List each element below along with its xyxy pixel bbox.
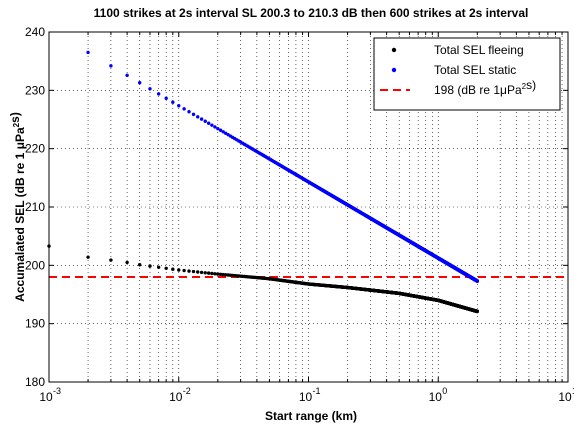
data-point — [86, 50, 90, 55]
data-point — [199, 270, 204, 275]
y-tick-label: 230 — [25, 83, 45, 97]
data-point — [199, 117, 204, 121]
data-point — [218, 272, 223, 277]
y-tick-label: 240 — [25, 25, 45, 39]
legend-entry: 198 (dB re 1μPa2s) — [380, 78, 536, 97]
data-point — [191, 269, 196, 274]
series-fleeing — [47, 244, 480, 314]
data-point — [187, 110, 191, 114]
legend-label: Total SEL static — [434, 63, 516, 77]
x-tick-label-exponent: -3 — [53, 386, 61, 396]
legend-box — [373, 37, 561, 111]
y-tick-labels: 180 190 200 210 220 230 240 — [25, 25, 45, 389]
y-tick-label: 220 — [25, 142, 45, 156]
y-tick-label: 180 — [25, 375, 45, 389]
x-tick-label-base: 10 — [39, 390, 53, 404]
legend-label: 198 (dB re 1μPa2s) — [434, 78, 536, 97]
data-point — [177, 268, 181, 272]
data-point — [475, 279, 480, 283]
data-point — [86, 255, 90, 259]
data-point — [213, 125, 217, 129]
data-point — [221, 130, 225, 134]
data-point — [221, 272, 225, 277]
data-point — [182, 107, 186, 111]
data-point — [125, 73, 129, 78]
y-tick-label: 210 — [25, 200, 45, 214]
ticks — [48, 31, 569, 383]
data-point — [475, 309, 480, 314]
series-layer — [47, 50, 480, 314]
y-tick-label: 190 — [25, 317, 45, 331]
x-tick-label: 10 -2 — [169, 386, 191, 404]
data-point — [148, 264, 152, 268]
data-point — [187, 269, 191, 273]
data-point — [171, 100, 175, 104]
x-axis-label: Start range (km) — [265, 409, 357, 423]
data-point — [196, 115, 200, 119]
legend-label: Total SEL fleeing — [434, 43, 524, 57]
legend-entry: Total SEL fleeing — [391, 43, 524, 57]
x-tick-label: 101 — [558, 386, 574, 404]
data-point — [109, 64, 113, 68]
data-point — [210, 123, 214, 127]
data-point — [218, 128, 223, 132]
data-point — [137, 81, 142, 85]
x-tick-label: 10 -3 — [39, 386, 61, 404]
data-point — [206, 121, 211, 125]
x-tick-label: 10 -1 — [299, 386, 321, 404]
data-point — [148, 87, 152, 91]
legend-marker — [391, 67, 397, 73]
data-point — [203, 271, 207, 275]
x-tick-label-base: 10 — [558, 390, 572, 404]
y-axis-label: Accumalated SEL (dB re 1 μPa2s) — [8, 112, 27, 302]
legend-marker — [391, 47, 397, 53]
x-tick-label-base: 10 — [299, 390, 313, 404]
x-tick-label-base: 10 — [429, 390, 443, 404]
data-point — [156, 92, 161, 96]
data-point — [125, 260, 129, 265]
data-point — [210, 271, 214, 276]
data-point — [109, 258, 113, 262]
data-point — [203, 119, 207, 123]
chart-title: 1100 strikes at 2s interval SL 200.3 to … — [94, 6, 529, 20]
series-static — [86, 50, 480, 283]
data-point — [206, 271, 211, 275]
data-point — [137, 263, 142, 267]
data-point — [171, 267, 175, 271]
data-point — [164, 96, 168, 101]
x-tick-label: 10 0 — [429, 386, 448, 404]
data-point — [196, 270, 200, 274]
data-point — [182, 268, 186, 273]
data-point — [156, 265, 161, 269]
data-point — [213, 272, 217, 276]
data-point — [191, 112, 196, 117]
data-point — [216, 272, 220, 276]
x-tick-label-exponent: -2 — [183, 386, 191, 396]
data-point — [177, 103, 181, 108]
x-tick-label-exponent: 1 — [572, 386, 574, 396]
y-tick-label: 200 — [25, 258, 45, 272]
data-point — [164, 266, 168, 271]
legend-entry: Total SEL static — [391, 63, 516, 77]
data-point — [216, 126, 220, 131]
x-tick-label-exponent: -1 — [313, 386, 321, 396]
x-tick-label-base: 10 — [169, 390, 183, 404]
x-tick-label-exponent: 0 — [442, 386, 447, 396]
